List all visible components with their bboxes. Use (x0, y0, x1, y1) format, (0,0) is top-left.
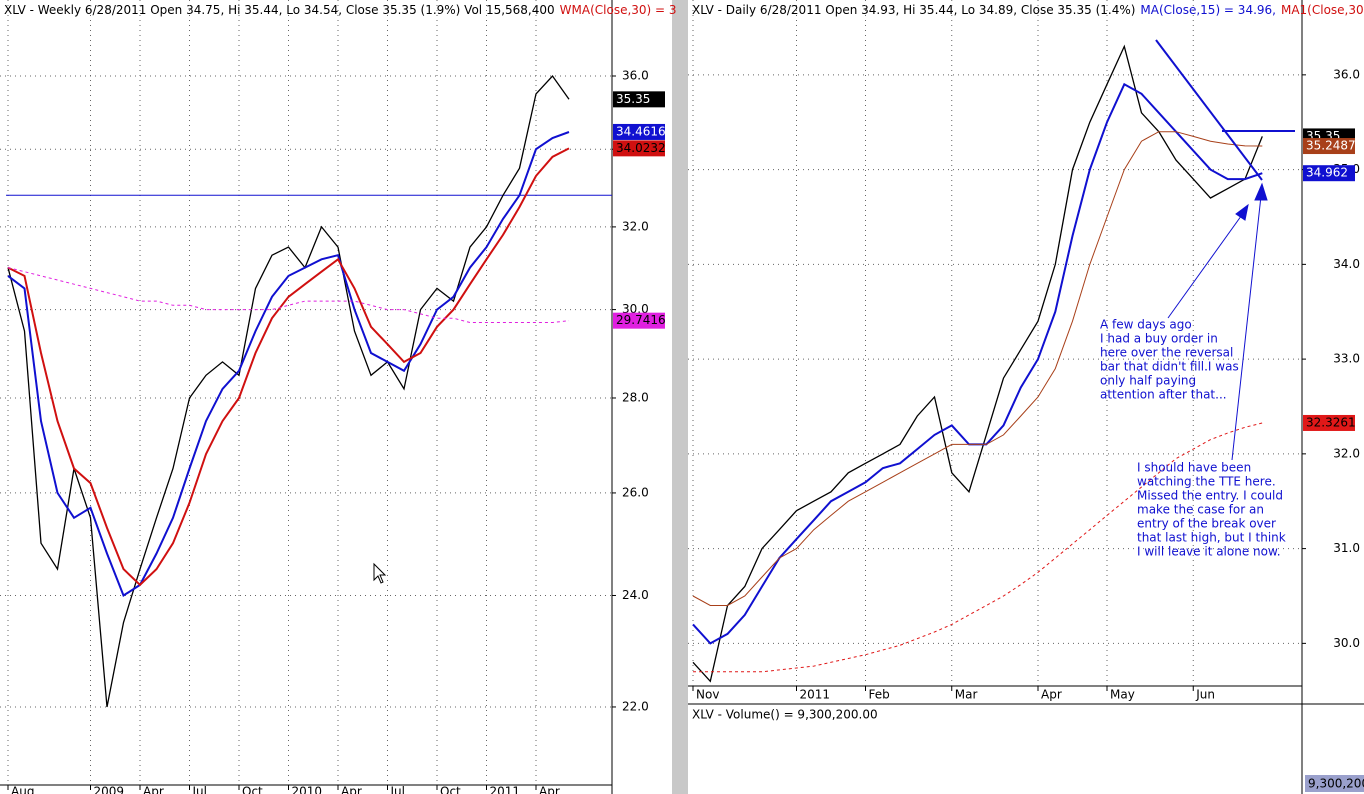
value-badge: 35.2487 (1306, 139, 1356, 153)
x-tick-label: Apr (1041, 688, 1062, 702)
annotation: I will leave it alone now. (1137, 545, 1281, 559)
y-tick-label: 26.0 (622, 485, 649, 499)
annotation: that last high, but I think (1137, 531, 1286, 545)
annotation: make the case for an (1137, 503, 1264, 517)
value-badge-bg (1303, 138, 1355, 155)
series-line (692, 44, 1263, 683)
x-tick-label: Apr (341, 785, 362, 794)
series-line (693, 422, 1263, 673)
x-tick-label: Oct (440, 785, 461, 794)
arrow (1167, 211, 1245, 319)
x-tick-label: Jul (390, 785, 405, 794)
value-badge: 32.3261 (1306, 415, 1356, 429)
value-badge-bg (1303, 414, 1355, 431)
y-tick-label: 31.0 (1333, 541, 1360, 555)
value-badge: 34.4616 (616, 124, 666, 138)
chart-header: XLV - Daily 6/28/2011 Open 34.93, Hi 35.… (692, 3, 1364, 17)
y-tick-label: 24.0 (622, 588, 649, 602)
y-tick-label: 36.0 (622, 68, 649, 82)
arrow (1231, 195, 1262, 461)
series-line (7, 74, 570, 708)
header-part: XLV - Daily 6/28/2011 Open 34.93, Hi 35.… (692, 3, 1135, 17)
y-tick-label: 32.0 (622, 219, 649, 233)
splitter (672, 0, 688, 794)
series-line (692, 131, 1263, 606)
y-tick-label: 30.0 (1333, 636, 1360, 650)
value-badge: 34.962 (1306, 166, 1348, 180)
value-badge: 34.0232 (616, 141, 666, 155)
value-badge-bg (613, 312, 665, 329)
value-badge: 29.7416 (616, 313, 666, 327)
x-tick-label: 2011 (490, 785, 521, 794)
x-tick-label: Mar (955, 688, 978, 702)
annotation: I should have been (1137, 461, 1251, 475)
value-badge-bg (613, 140, 665, 157)
header-part: WMA(Close,30) = 3 (560, 3, 677, 17)
trend-line (1155, 39, 1263, 181)
x-tick-label: Nov (696, 688, 719, 702)
value-badge-bg (1303, 165, 1355, 182)
header-part: MA1(Close,30 (1281, 3, 1364, 17)
volume-badge-bg (1305, 775, 1364, 792)
y-tick-label: 30.0 (622, 302, 649, 316)
drawings (1155, 39, 1295, 461)
x-tick-label: May (1110, 688, 1135, 702)
annotation: only half paying (1100, 374, 1196, 388)
mouse-cursor (373, 562, 387, 584)
x-tick-label: Oct (242, 785, 263, 794)
annotation: attention after that... (1100, 388, 1227, 402)
header-part: MA(Close,15) = 34.96, (1140, 3, 1276, 17)
header-part: XLV - Weekly 6/28/2011 Open 34.75, Hi 35… (4, 3, 555, 17)
series-line (7, 267, 570, 323)
y-tick-label: 32.0 (1333, 446, 1360, 460)
annotation: bar that didn't fill.I was (1100, 360, 1239, 374)
x-tick-label: Apr (143, 785, 164, 794)
x-tick-label: 2009 (94, 785, 125, 794)
x-tick-label: Jun (1195, 688, 1215, 702)
y-tick-label: 33.0 (1333, 352, 1360, 366)
x-tick-label: Jul (192, 785, 207, 794)
series-line (7, 147, 570, 587)
value-badge-bg (613, 123, 665, 140)
y-tick-label: 36.0 (1333, 67, 1360, 81)
annotation: A few days ago (1100, 318, 1192, 332)
value-badge-bg (613, 91, 665, 108)
x-tick-label: 2010 (292, 785, 323, 794)
series-line (7, 131, 570, 598)
volume-title: XLV - Volume() = 9,300,200.00 (692, 708, 878, 722)
arrowhead (1235, 203, 1249, 221)
x-tick-label: Feb (869, 688, 890, 702)
value-badge: 35.35 (616, 92, 650, 106)
arrowhead (1254, 182, 1268, 201)
y-tick-label: 34.0 (1333, 257, 1360, 271)
chart-header: XLV - Weekly 6/28/2011 Open 34.75, Hi 35… (4, 3, 677, 17)
annotation: I had a buy order in (1100, 332, 1218, 346)
x-tick-label: Aug (11, 785, 34, 794)
annotation: here over the reversal (1100, 346, 1233, 360)
y-tick-label: 22.0 (622, 699, 649, 713)
x-tick-label: Apr (539, 785, 560, 794)
annotation: Missed the entry. I could (1137, 489, 1283, 503)
volume-badge: 9,300,200 (1308, 777, 1364, 791)
x-tick-label: 2011 (800, 688, 831, 702)
y-tick-label: 28.0 (622, 390, 649, 404)
annotation: watching the TTE here. (1137, 475, 1276, 489)
annotation: entry of the break over (1137, 517, 1276, 531)
